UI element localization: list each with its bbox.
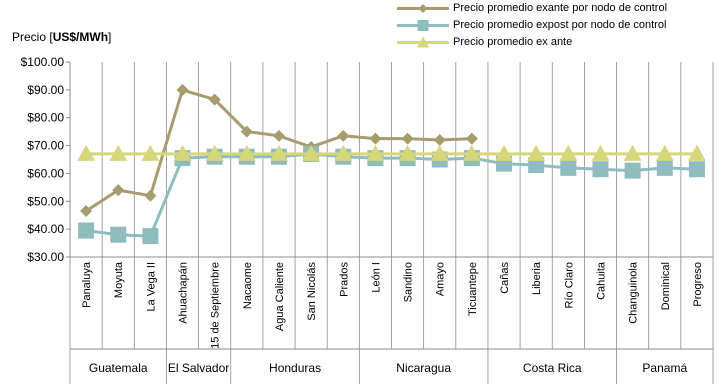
square-marker [624,162,641,179]
legend-item-exante-node: Precio promedio exante por nodo de contr… [395,0,667,17]
legend-marker-diamond-icon [397,4,449,13]
triangle-marker [430,144,449,161]
y-tick-label: $70.00 [27,139,64,153]
square-marker [688,161,705,178]
category-label: Amayo [435,262,447,296]
triangle-marker [559,144,578,161]
square-marker [78,222,95,239]
y-tick-label: $40.00 [27,222,64,236]
diamond-marker [112,184,125,197]
diamond-marker [208,93,221,106]
series-diamond [80,83,478,218]
diamond-marker [144,189,157,202]
category-label: Prados [338,262,350,297]
y-tick-label: $50.00 [27,194,64,208]
triangle-marker [109,144,128,161]
country-group-axis: Guatemala El Salvador Honduras Nicaragua Cos… [69,348,714,384]
triangle-marker [591,144,610,161]
square-marker [110,226,127,243]
y-tick-label: $90.00 [27,83,64,97]
category-label: San Nicolás [306,262,318,321]
triangle-marker [173,144,192,161]
category-label: Agua Caliente [274,262,286,331]
axes [69,62,713,258]
legend-label: Precio promedio exante por nodo de contr… [453,2,668,14]
category-label: Ticuantepe [467,262,479,316]
square-marker [142,228,159,245]
x-axis-tick-labels: Panaluya Moyuta La Vega II Ahuachapán 15 de … [81,261,704,349]
triangle-marker [687,144,706,161]
square-marker [528,157,545,174]
diamond-marker [401,132,414,145]
diamond-marker [433,134,446,146]
category-label: La Vega II [145,262,157,312]
legend-marker-square-icon [397,20,449,31]
group-label: El Salvador [168,361,229,375]
triangle-marker [205,144,224,161]
y-axis-title: Precio [US$/MWh] [12,30,111,44]
triangle-marker [462,144,481,161]
legend-item-expost-node: Precio promedio expost por nodo de contr… [395,17,667,34]
y-tick-label: $80.00 [27,111,64,125]
triangle-marker [334,144,353,161]
triangle-marker [302,144,321,161]
y-axis-tick-labels: $30.00 $40.00 $50.00 $60.00 $70.00 $80.00 $90.… [21,55,70,264]
triangle-marker [237,144,256,161]
diamond-marker [337,129,350,142]
y-tick-label: $60.00 [27,166,64,180]
triangle-marker [527,144,546,161]
triangle-marker [495,144,514,161]
diamond-marker [465,132,478,145]
category-label: Cahuita [595,261,607,300]
diamond-marker [176,83,189,96]
y-tick-label: $30.00 [27,250,64,264]
legend-item-exante-average: Precio promedio ex ante [395,34,667,51]
y-tick-label: $100.00 [21,55,65,69]
diamond-marker [369,132,382,145]
triangle-marker [623,144,642,161]
group-label: Panamá [642,361,687,375]
category-label: León I [370,262,382,293]
triangle-marker [269,144,288,161]
square-marker [592,161,609,178]
group-label: Costa Rica [523,361,582,375]
series-layer [77,83,706,245]
group-label: Guatemala [89,361,148,375]
legend: Precio promedio exante por nodo de contr… [395,0,667,51]
triangle-marker [141,144,160,161]
square-marker [560,159,577,176]
legend-marker-triangle-icon [397,36,449,48]
triangle-marker [655,144,674,161]
category-label: Cañas [499,262,511,294]
y-axis-title-prefix: Precio [ [12,30,53,44]
category-label: Dominical [660,262,672,310]
triangle-marker [366,144,385,161]
category-label: 15 de Septiembre [210,262,222,349]
category-label: Río Claro [563,262,575,308]
triangle-marker [398,144,417,161]
legend-label: Precio promedio ex ante [453,36,573,48]
diamond-marker [80,205,93,218]
category-label: Progreso [692,262,704,307]
category-label: Changuinola [628,261,640,324]
category-label: Liberia [531,261,543,295]
group-label: Honduras [269,361,321,375]
diamond-marker [240,125,253,138]
y-axis-title-unit: US$/MWh [52,30,109,44]
diamond-marker [272,129,285,142]
category-label: Moyuta [113,261,125,298]
category-label: Nacaome [242,262,254,309]
square-marker [656,159,673,176]
category-label: Ahuachapán [178,262,190,324]
category-label: Sandino [403,262,415,302]
series-triangle [77,144,706,161]
vertical-gridlines [69,62,714,349]
triangle-marker [77,144,96,161]
y-axis-title-suffix: ] [108,30,112,44]
category-label: Panaluya [81,261,93,308]
legend-label: Precio promedio expost por nodo de contr… [453,19,667,31]
group-label: Nicaragua [396,361,451,375]
